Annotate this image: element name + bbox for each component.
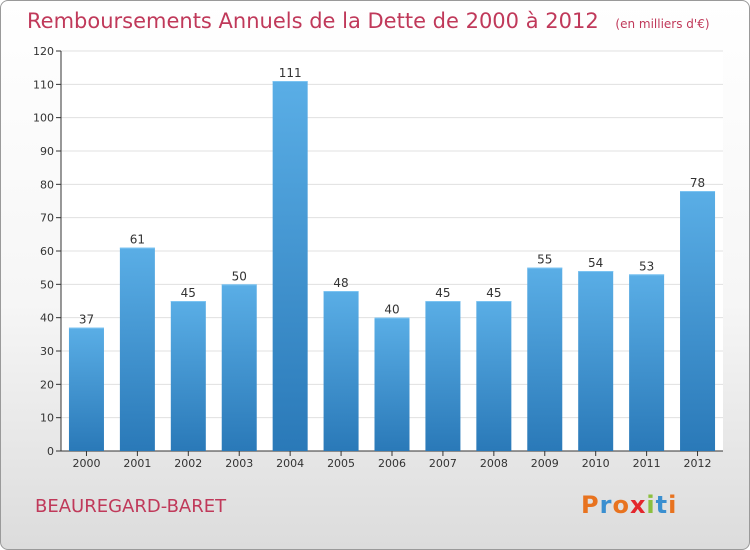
bar-value-label: 111 (279, 66, 302, 80)
chart-title: Remboursements Annuels de la Dette de 20… (27, 9, 710, 33)
proxiti-logo: Proxiti (581, 491, 677, 519)
bar-value-label: 45 (435, 286, 450, 300)
bar-value-label: 37 (79, 313, 94, 327)
y-tick-label: 10 (40, 412, 54, 425)
logo-letter: i (668, 491, 678, 519)
bar-value-label: 54 (588, 256, 603, 270)
bar-value-label: 61 (130, 233, 145, 247)
bar (272, 81, 308, 451)
y-tick-label: 110 (33, 78, 54, 91)
x-tick-label: 2002 (174, 457, 202, 470)
title-text: Remboursements Annuels de la Dette de 20… (27, 9, 599, 33)
y-tick-label: 30 (40, 345, 54, 358)
logo-letter: x (629, 491, 647, 519)
y-tick-label: 50 (40, 278, 54, 291)
logo-letter: r (599, 491, 613, 519)
bar-value-label: 45 (486, 286, 501, 300)
x-tick-label: 2004 (276, 457, 304, 470)
x-tick-label: 2008 (480, 457, 508, 470)
bar (527, 267, 563, 451)
x-tick-label: 2003 (225, 457, 253, 470)
y-tick-label: 70 (40, 212, 54, 225)
bar (578, 271, 614, 451)
bar (425, 301, 461, 451)
logo-letter: i (646, 491, 656, 519)
bar (680, 191, 716, 451)
bar-value-label: 53 (639, 259, 654, 273)
bar-value-label: 48 (333, 276, 348, 290)
x-tick-label: 2007 (429, 457, 457, 470)
bar (68, 327, 104, 451)
logo-letter: P (581, 491, 600, 519)
logo-letter: o (612, 491, 630, 519)
commune-name: BEAUREGARD-BARET (35, 496, 227, 517)
bar (323, 291, 359, 451)
bar (629, 274, 665, 451)
x-tick-label: 2012 (684, 457, 712, 470)
x-tick-label: 2010 (582, 457, 610, 470)
bar-value-label: 40 (384, 303, 399, 317)
y-tick-label: 20 (40, 378, 54, 391)
logo-letter: t (655, 491, 669, 519)
y-tick-label: 80 (40, 178, 54, 191)
x-tick-label: 2000 (72, 457, 100, 470)
bar-value-label: 50 (232, 269, 247, 283)
y-tick-label: 40 (40, 312, 54, 325)
bar-value-label: 78 (690, 176, 705, 190)
y-tick-label: 60 (40, 245, 54, 258)
y-tick-label: 90 (40, 145, 54, 158)
chart-subtitle: (en milliers d'€) (615, 17, 710, 31)
x-tick-label: 2009 (531, 457, 559, 470)
bar (170, 301, 206, 451)
x-tick-label: 2005 (327, 457, 355, 470)
x-tick-label: 2001 (123, 457, 151, 470)
bar-value-label: 55 (537, 253, 552, 267)
bar (119, 247, 155, 451)
x-tick-label: 2006 (378, 457, 406, 470)
y-tick-label: 0 (47, 445, 54, 458)
y-tick-label: 100 (33, 112, 54, 125)
bar (374, 317, 410, 451)
y-tick-label: 120 (33, 45, 54, 58)
x-tick-label: 2011 (633, 457, 661, 470)
bar (221, 284, 257, 451)
bar-value-label: 45 (181, 286, 196, 300)
bar (476, 301, 512, 451)
